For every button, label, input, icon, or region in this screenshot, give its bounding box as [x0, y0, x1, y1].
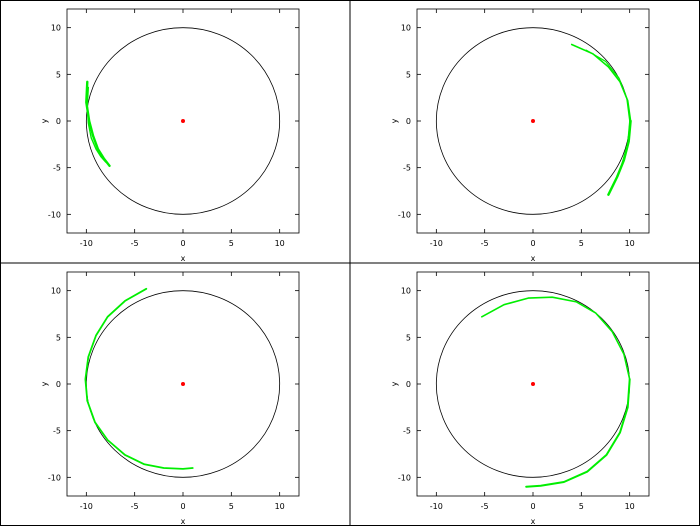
center-point — [531, 119, 535, 123]
y-axis-label: y — [40, 118, 49, 123]
x-tick-label: 0 — [530, 239, 535, 248]
panel-1: -10 -5 0 5 10 10 5 0 -5 -10 x y — [40, 8, 300, 263]
y-tick-label: 5 — [406, 333, 411, 342]
trajectory-series-1 — [570, 43, 632, 122]
center-point — [181, 119, 185, 123]
x-axis-label: x — [531, 254, 536, 263]
y-tick-label: 5 — [56, 70, 61, 79]
panel-2: -10 -5 0 5 10 10 5 0 -5 -10 x y — [390, 8, 650, 263]
trajectory-series-2 — [86, 399, 194, 470]
y-axis-label: y — [390, 118, 399, 123]
y-tick-label: 0 — [406, 380, 411, 389]
x-tick-label: 5 — [579, 239, 584, 248]
y-axis-label: y — [390, 381, 399, 386]
x-tick-label: -10 — [430, 502, 443, 511]
plot-data — [435, 27, 632, 215]
center-point — [531, 382, 535, 386]
x-tick-label: -10 — [430, 239, 443, 248]
y-tick-label: 10 — [51, 24, 61, 33]
x-axis-label: x — [181, 517, 186, 526]
y-tick-label: 10 — [401, 287, 411, 296]
trajectory-series-2 — [525, 378, 631, 488]
x-tick-label: 10 — [625, 239, 635, 248]
x-tick-label: 0 — [180, 502, 185, 511]
trajectory-series-1 — [85, 80, 111, 168]
y-tick-label: 10 — [401, 24, 411, 33]
trajectory-series-2 — [607, 119, 632, 196]
y-axis-label: y — [40, 381, 49, 386]
trajectory-series-3 — [585, 49, 631, 165]
y-tick-label: -10 — [48, 473, 61, 482]
x-tick-label: 0 — [180, 239, 185, 248]
y-tick-label: -5 — [403, 164, 411, 173]
y-tick-label: -5 — [53, 427, 61, 436]
x-tick-label: 10 — [625, 502, 635, 511]
plot-data — [435, 290, 631, 488]
y-tick-label: 10 — [51, 287, 61, 296]
x-axis-label: x — [181, 254, 186, 263]
y-tick-label: -10 — [48, 210, 61, 219]
x-tick-label: 5 — [579, 502, 584, 511]
plot-data — [84, 287, 281, 478]
trajectory-series-1 — [480, 296, 631, 381]
y-tick-label: -10 — [398, 473, 411, 482]
x-tick-label: -10 — [80, 502, 93, 511]
x-tick-label: 5 — [229, 239, 234, 248]
y-tick-label: -5 — [403, 427, 411, 436]
trajectory-series-1 — [84, 287, 148, 402]
y-tick-label: 5 — [406, 70, 411, 79]
x-tick-label: 10 — [275, 239, 285, 248]
panel-4: -10 -5 0 5 10 10 5 0 -5 -10 x y — [390, 271, 650, 526]
y-tick-label: 0 — [56, 117, 61, 126]
x-tick-label: 5 — [229, 502, 234, 511]
plot-data — [85, 27, 281, 215]
x-tick-label: 10 — [275, 502, 285, 511]
panel-3: -10 -5 0 5 10 10 5 0 -5 -10 x y — [40, 271, 300, 526]
center-point — [181, 382, 185, 386]
y-tick-label: -5 — [53, 164, 61, 173]
reference-circle — [85, 27, 281, 215]
y-tick-label: 0 — [56, 380, 61, 389]
x-tick-label: 0 — [530, 502, 535, 511]
x-tick-label: -5 — [131, 502, 139, 511]
x-axis-label: x — [531, 517, 536, 526]
x-tick-label: -5 — [131, 239, 139, 248]
x-tick-label: -10 — [80, 239, 93, 248]
y-tick-label: -10 — [398, 210, 411, 219]
y-tick-label: 5 — [56, 333, 61, 342]
x-tick-label: -5 — [481, 239, 489, 248]
x-tick-label: -5 — [481, 502, 489, 511]
trajectory-series-2 — [86, 86, 107, 163]
y-tick-label: 0 — [406, 117, 411, 126]
